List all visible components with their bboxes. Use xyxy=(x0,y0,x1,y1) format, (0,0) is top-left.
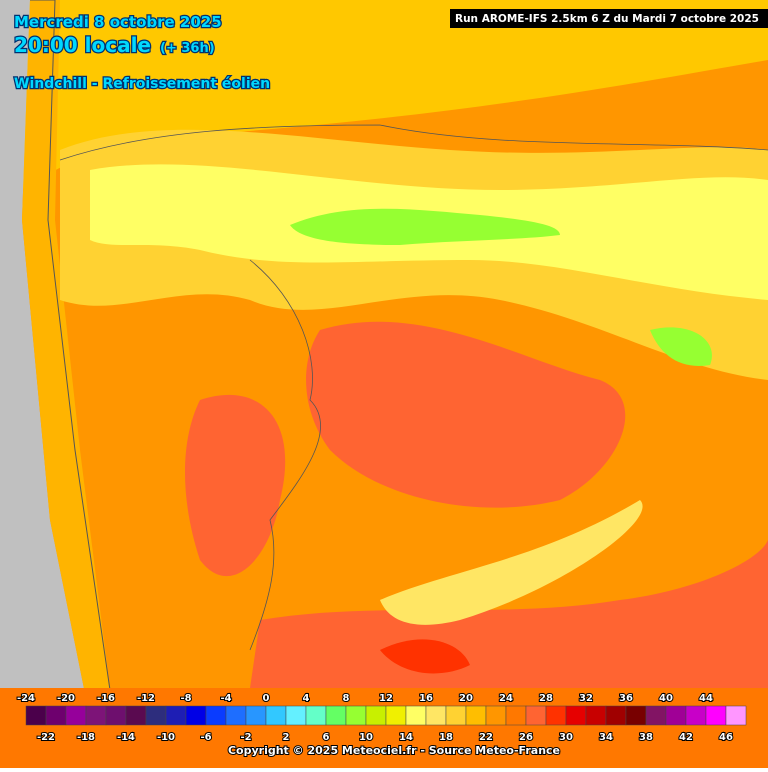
hot-zone xyxy=(185,394,286,577)
legend-label: -16 xyxy=(97,693,115,704)
legend-swatch xyxy=(305,705,327,726)
legend-label: 8 xyxy=(343,693,350,704)
legend-label: -24 xyxy=(17,693,35,704)
legend-label: 2 xyxy=(283,732,290,743)
legend-label: -14 xyxy=(117,732,135,743)
legend-label: -4 xyxy=(220,693,231,704)
legend-label: 6 xyxy=(323,732,330,743)
legend-swatch xyxy=(385,705,407,726)
legend-swatch xyxy=(325,705,347,726)
legend-swatch xyxy=(245,705,267,726)
legend-label: 44 xyxy=(699,693,713,704)
legend-label: -22 xyxy=(37,732,55,743)
hottest-zone xyxy=(380,639,470,674)
lead-time: (+ 36h) xyxy=(160,41,215,56)
legend-swatch xyxy=(445,705,467,726)
legend-label: 40 xyxy=(659,693,673,704)
legend-swatch xyxy=(265,705,287,726)
legend-swatch xyxy=(405,705,427,726)
legend-swatch xyxy=(505,705,527,726)
copyright: Copyright © 2025 Meteociel.fr - Source M… xyxy=(228,744,560,757)
legend-label: 26 xyxy=(519,732,533,743)
date: Mercredi 8 octobre 2025 xyxy=(14,13,222,31)
coastline xyxy=(30,0,111,691)
legend-label: 18 xyxy=(439,732,453,743)
legend-swatch xyxy=(465,705,487,726)
legend-label: 16 xyxy=(419,693,433,704)
legend-swatch xyxy=(225,705,247,726)
legend-label: 10 xyxy=(359,732,373,743)
legend-label: -20 xyxy=(57,693,75,704)
legend-label: 20 xyxy=(459,693,473,704)
coastal-strip xyxy=(22,0,120,768)
legend-label: -10 xyxy=(157,732,175,743)
legend-swatch xyxy=(585,705,607,726)
legend-swatch xyxy=(605,705,627,726)
legend: -24-22-20-18-16-14-12-10-8-6-4-202468101… xyxy=(16,692,747,744)
legend-swatch xyxy=(145,705,167,726)
legend-label: 36 xyxy=(619,693,633,704)
mild-zone xyxy=(380,500,643,625)
legend-swatch xyxy=(45,705,67,726)
legend-swatch xyxy=(425,705,447,726)
legend-swatch xyxy=(685,705,707,726)
legend-swatch xyxy=(205,705,227,726)
sea-area xyxy=(0,0,768,200)
legend-swatch xyxy=(645,705,667,726)
legend-label: -12 xyxy=(137,693,155,704)
legend-swatch xyxy=(65,705,87,726)
legend-label: -2 xyxy=(240,732,251,743)
legend-label: 38 xyxy=(639,732,653,743)
hot-zone xyxy=(250,540,768,688)
legend-swatch xyxy=(665,705,687,726)
legend-label: 14 xyxy=(399,732,413,743)
legend-label: 46 xyxy=(719,732,733,743)
legend-swatch xyxy=(565,705,587,726)
legend-swatch xyxy=(725,705,747,726)
off-domain xyxy=(0,0,100,768)
legend-swatch xyxy=(365,705,387,726)
borders xyxy=(59,124,768,651)
legend-swatch xyxy=(25,705,47,726)
legend-label: 34 xyxy=(599,732,613,743)
legend-label: 0 xyxy=(263,693,270,704)
legend-swatch xyxy=(165,705,187,726)
legend-swatch xyxy=(345,705,367,726)
legend-swatch xyxy=(545,705,567,726)
legend-label: 4 xyxy=(303,693,310,704)
legend-swatch xyxy=(485,705,507,726)
legend-label: 30 xyxy=(559,732,573,743)
hot-zone xyxy=(306,321,626,508)
run-info: Run AROME-IFS 2.5km 6 Z du Mardi 7 octob… xyxy=(455,13,759,25)
run-box xyxy=(450,9,768,28)
legend-swatch xyxy=(125,705,147,726)
legend-swatch xyxy=(625,705,647,726)
legend-swatch xyxy=(85,705,107,726)
legend-swatch xyxy=(525,705,547,726)
legend-label: 12 xyxy=(379,693,393,704)
legend-label: 42 xyxy=(679,732,693,743)
legend-swatch xyxy=(705,705,727,726)
legend-label: 28 xyxy=(539,693,553,704)
legend-label: -18 xyxy=(77,732,95,743)
cool-zone xyxy=(290,208,560,245)
legend-label: 22 xyxy=(479,732,493,743)
cool-zone xyxy=(650,327,712,366)
time: 20:00 locale xyxy=(14,33,151,57)
legend-label: -6 xyxy=(200,732,211,743)
legend-swatch xyxy=(105,705,127,726)
variable: Windchill - Refroissement éolien xyxy=(14,76,270,92)
legend-swatch xyxy=(185,705,207,726)
legend-background xyxy=(0,688,768,768)
legend-label: 32 xyxy=(579,693,593,704)
legend-swatch xyxy=(285,705,307,726)
legend-label: 24 xyxy=(499,693,513,704)
legend-label: -8 xyxy=(180,693,191,704)
